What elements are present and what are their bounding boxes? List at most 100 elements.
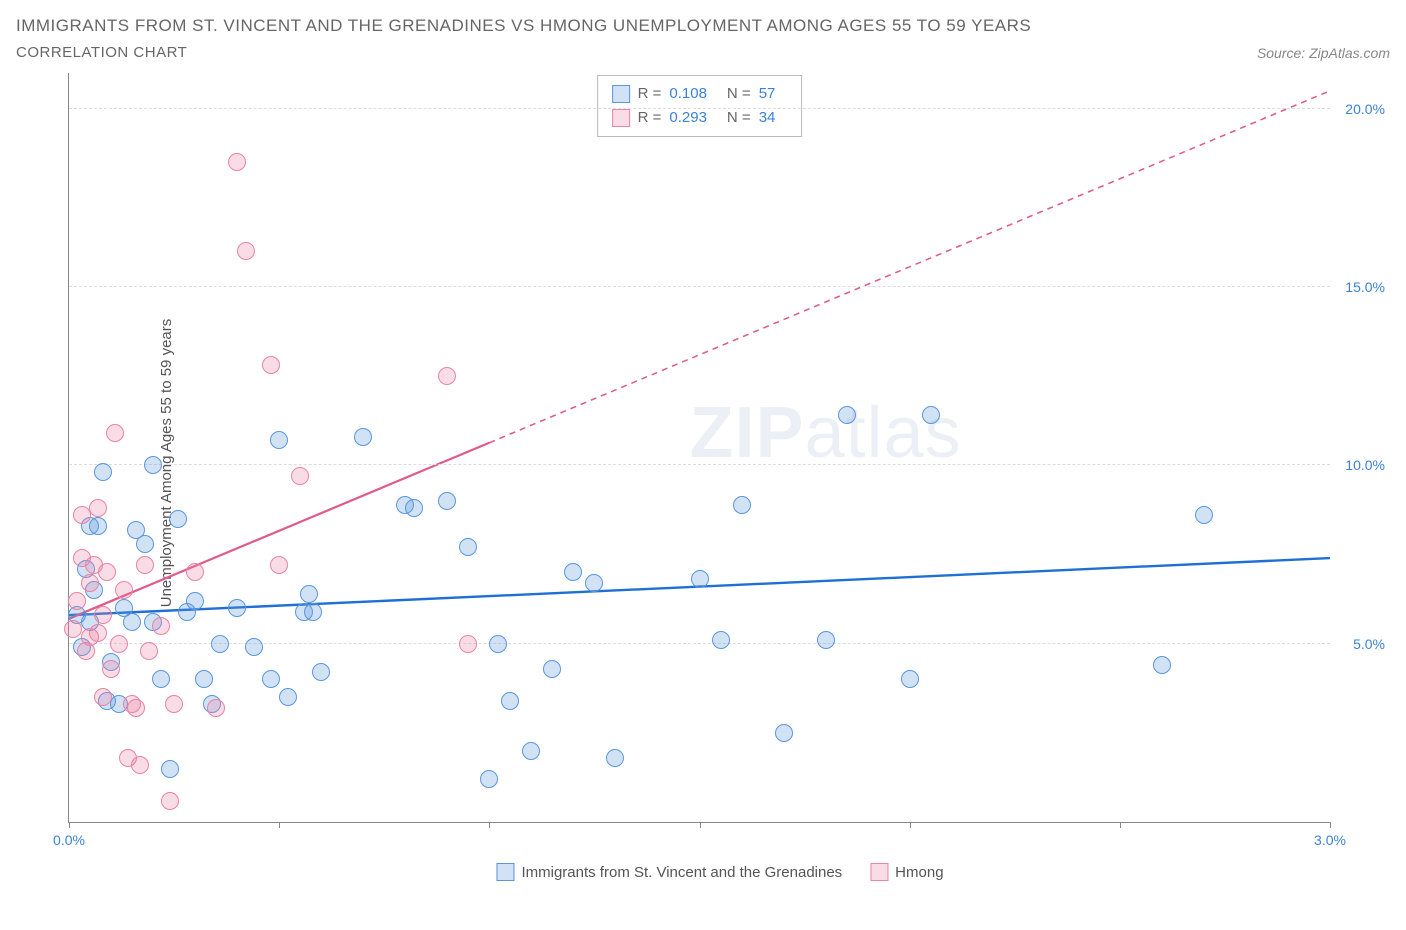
data-point <box>262 670 280 688</box>
x-tick <box>69 822 70 828</box>
stats-row-series2: R = 0.293 N = 34 <box>612 106 788 130</box>
n-value-1: 57 <box>759 82 776 106</box>
data-point <box>161 760 179 778</box>
data-point <box>186 563 204 581</box>
data-point <box>691 570 709 588</box>
gridline-h <box>69 108 1330 109</box>
legend-label-2: Hmong <box>895 864 943 881</box>
data-point <box>480 770 498 788</box>
data-point <box>817 631 835 649</box>
data-point <box>115 581 133 599</box>
legend-label-1: Immigrants from St. Vincent and the Gren… <box>521 864 842 881</box>
data-point <box>64 620 82 638</box>
x-tick <box>1330 822 1331 828</box>
data-point <box>733 496 751 514</box>
legend-item-series2: Hmong <box>870 863 943 881</box>
data-point <box>94 688 112 706</box>
data-point <box>522 742 540 760</box>
data-point <box>140 642 158 660</box>
data-point <box>245 638 263 656</box>
gridline-h <box>69 464 1330 465</box>
subtitle-row: CORRELATION CHART Source: ZipAtlas.com <box>16 44 1390 61</box>
data-point <box>110 635 128 653</box>
data-point <box>211 635 229 653</box>
n-label-1: N = <box>727 82 751 106</box>
data-point <box>262 356 280 374</box>
x-tick <box>279 822 280 828</box>
data-point <box>270 431 288 449</box>
swatch-series1 <box>612 85 630 103</box>
r-label-2: R = <box>638 106 662 130</box>
data-point <box>106 424 124 442</box>
x-tick-label: 3.0% <box>1314 832 1346 848</box>
stats-legend-box: R = 0.108 N = 57 R = 0.293 N = 34 <box>597 75 803 137</box>
data-point <box>501 692 519 710</box>
r-label-1: R = <box>638 82 662 106</box>
data-point <box>712 631 730 649</box>
legend-swatch-2 <box>870 863 888 881</box>
x-tick <box>489 822 490 828</box>
data-point <box>161 792 179 810</box>
data-point <box>89 517 107 535</box>
data-point <box>169 510 187 528</box>
data-point <box>136 535 154 553</box>
data-point <box>94 606 112 624</box>
data-point <box>127 699 145 717</box>
data-point <box>186 592 204 610</box>
data-point <box>195 670 213 688</box>
r-value-2: 0.293 <box>669 106 707 130</box>
x-tick <box>1120 822 1121 828</box>
legend-swatch-1 <box>496 863 514 881</box>
data-point <box>68 592 86 610</box>
data-point <box>585 574 603 592</box>
data-point <box>304 603 322 621</box>
chart-subtitle: CORRELATION CHART <box>16 44 187 61</box>
data-point <box>152 670 170 688</box>
data-point <box>291 467 309 485</box>
data-point <box>102 660 120 678</box>
data-point <box>300 585 318 603</box>
data-point <box>312 663 330 681</box>
x-tick <box>700 822 701 828</box>
data-point <box>922 406 940 424</box>
data-point <box>838 406 856 424</box>
data-point <box>270 556 288 574</box>
data-point <box>73 506 91 524</box>
data-point <box>165 695 183 713</box>
data-point <box>207 699 225 717</box>
source-attribution: Source: ZipAtlas.com <box>1257 45 1390 61</box>
bottom-legend: Immigrants from St. Vincent and the Gren… <box>496 863 943 881</box>
data-point <box>1153 656 1171 674</box>
y-tick-label: 15.0% <box>1345 279 1385 295</box>
data-point <box>901 670 919 688</box>
data-point <box>123 613 141 631</box>
y-tick-label: 10.0% <box>1345 457 1385 473</box>
data-point <box>1195 506 1213 524</box>
plot-inner: ZIPatlas R = 0.108 N = 57 R = 0.293 N = … <box>68 73 1330 823</box>
data-point <box>606 749 624 767</box>
data-point <box>438 367 456 385</box>
data-point <box>94 463 112 481</box>
chart-title: IMMIGRANTS FROM ST. VINCENT AND THE GREN… <box>16 16 1390 36</box>
data-point <box>81 574 99 592</box>
x-tick <box>910 822 911 828</box>
data-point <box>89 624 107 642</box>
data-point <box>131 756 149 774</box>
data-point <box>237 242 255 260</box>
data-point <box>564 563 582 581</box>
legend-item-series1: Immigrants from St. Vincent and the Gren… <box>496 863 842 881</box>
data-point <box>405 499 423 517</box>
data-point <box>543 660 561 678</box>
n-value-2: 34 <box>759 106 776 130</box>
data-point <box>354 428 372 446</box>
data-point <box>489 635 507 653</box>
swatch-series2 <box>612 109 630 127</box>
trend-lines <box>69 73 1330 822</box>
n-label-2: N = <box>727 106 751 130</box>
y-tick-label: 20.0% <box>1345 101 1385 117</box>
correlation-chart: IMMIGRANTS FROM ST. VINCENT AND THE GREN… <box>16 16 1390 914</box>
data-point <box>459 635 477 653</box>
data-point <box>144 456 162 474</box>
data-point <box>89 499 107 517</box>
data-point <box>438 492 456 510</box>
